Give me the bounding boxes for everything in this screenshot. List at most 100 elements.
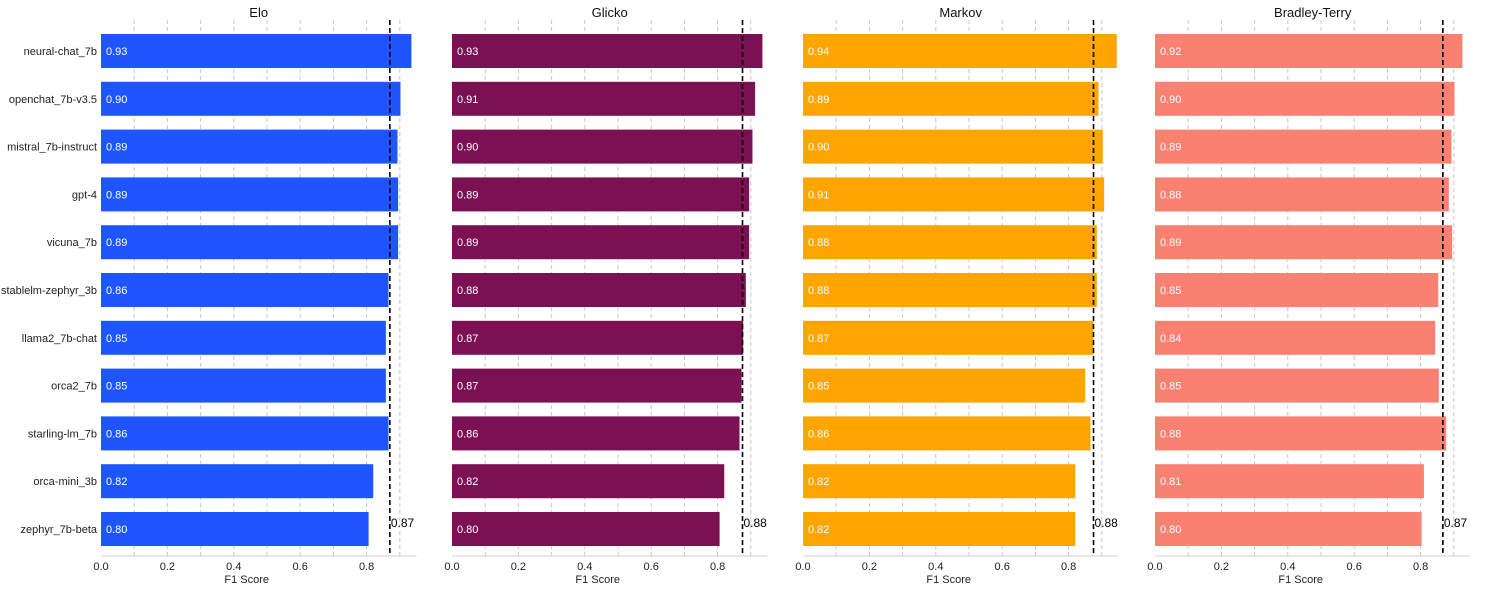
x-tick-label: 0.0 <box>444 561 459 573</box>
bar-value-label: 0.80 <box>1160 524 1181 536</box>
bar-value-label: 0.80 <box>457 524 478 536</box>
x-tick-label: 0.2 <box>511 561 526 573</box>
x-tick-label: 0.4 <box>226 561 241 573</box>
category-label: neural-chat_7b <box>24 46 97 58</box>
bar <box>101 512 369 546</box>
panel-bradley-terry: Bradley-Terry 0.92 0.90 0.89 0.88 0.89 0.85 0.8… <box>1147 5 1471 586</box>
bar-value-label: 0.82 <box>808 524 829 536</box>
bar <box>1155 273 1439 307</box>
bar <box>101 129 398 164</box>
bar-value-label: 0.85 <box>106 381 127 393</box>
x-axis-label: F1 Score <box>575 574 620 586</box>
bar <box>803 81 1099 116</box>
bar-value-label: 0.82 <box>106 476 127 488</box>
bar <box>803 368 1086 403</box>
bar <box>1155 320 1436 355</box>
bar-value-label: 0.94 <box>808 46 829 58</box>
bar <box>101 177 399 212</box>
bar <box>452 416 740 451</box>
bar <box>101 416 389 451</box>
bar-value-label: 0.88 <box>1160 189 1181 201</box>
x-tick-label: 0.6 <box>995 561 1010 573</box>
bar <box>803 512 1076 546</box>
bar <box>1155 225 1453 260</box>
bar <box>1155 177 1449 212</box>
bar-value-label: 0.89 <box>106 142 127 154</box>
category-label: vicuna_7b <box>47 237 97 249</box>
panel-title: Glicko <box>592 5 628 20</box>
bar <box>803 464 1076 499</box>
bar-value-label: 0.82 <box>808 476 829 488</box>
category-label: mistral_7b-instruct <box>7 142 97 154</box>
x-tick-label: 0.2 <box>862 561 877 573</box>
bar-value-label: 0.81 <box>1160 476 1181 488</box>
bar <box>452 34 763 68</box>
bar-value-label: 0.85 <box>808 381 829 393</box>
bar-value-label: 0.89 <box>1160 142 1181 154</box>
bar-value-label: 0.89 <box>808 94 829 106</box>
bar <box>803 320 1094 355</box>
x-tick-label: 0.8 <box>710 561 725 573</box>
bar-value-label: 0.86 <box>106 428 127 440</box>
bar-value-label: 0.85 <box>1160 285 1181 297</box>
x-tick-label: 0.4 <box>577 561 592 573</box>
bar <box>1155 129 1452 164</box>
category-label: stablelm-zephyr_3b <box>1 285 97 297</box>
bar <box>803 416 1091 451</box>
x-tick-label: 0.8 <box>1061 561 1076 573</box>
panel-elo: Elo 0.93 0.90 0.89 0.89 0.89 0.86 0.85 0.85 0.86 0… <box>1 5 417 586</box>
mean-label: 0.87 <box>1444 516 1468 530</box>
bar <box>101 368 386 403</box>
bar <box>101 320 386 355</box>
bar-value-label: 0.85 <box>1160 381 1181 393</box>
bar-value-label: 0.85 <box>106 333 127 345</box>
x-tick-label: 0.6 <box>293 561 308 573</box>
bar <box>101 34 412 68</box>
bar <box>803 129 1103 164</box>
x-tick-label: 0.8 <box>1413 561 1428 573</box>
bar <box>452 464 725 499</box>
bar-value-label: 0.93 <box>106 46 127 58</box>
bar <box>803 34 1117 68</box>
panel-title: Elo <box>249 5 268 20</box>
bar <box>452 273 746 307</box>
x-tick-label: 0.2 <box>160 561 175 573</box>
bar <box>803 177 1105 212</box>
bar-value-label: 0.90 <box>457 142 478 154</box>
bar <box>803 273 1097 307</box>
x-tick-label: 0.0 <box>93 561 108 573</box>
bar-value-label: 0.91 <box>808 189 829 201</box>
bar <box>1155 34 1463 68</box>
mean-label: 0.87 <box>391 516 415 530</box>
x-tick-label: 0.4 <box>928 561 943 573</box>
category-label: openchat_7b-v3.5 <box>9 94 97 106</box>
x-tick-label: 0.6 <box>644 561 659 573</box>
bar-value-label: 0.89 <box>106 237 127 249</box>
mean-label: 0.88 <box>744 516 768 530</box>
x-axis-label: F1 Score <box>1278 574 1323 586</box>
bar-value-label: 0.90 <box>808 142 829 154</box>
x-tick-label: 0.4 <box>1280 561 1295 573</box>
bar-value-label: 0.88 <box>1160 428 1181 440</box>
bar-value-label: 0.86 <box>106 285 127 297</box>
bar-value-label: 0.88 <box>808 285 829 297</box>
bar-value-label: 0.88 <box>457 285 478 297</box>
category-label: zephyr_7b-beta <box>21 524 98 536</box>
mean-label: 0.88 <box>1095 516 1119 530</box>
bar-value-label: 0.90 <box>1160 94 1181 106</box>
bar-value-label: 0.93 <box>457 46 478 58</box>
bar <box>452 81 756 116</box>
x-tick-label: 0.0 <box>1147 561 1162 573</box>
category-label: orca2_7b <box>51 381 97 393</box>
bar-value-label: 0.87 <box>457 381 478 393</box>
bar <box>1155 81 1455 116</box>
x-tick-label: 0.0 <box>795 561 810 573</box>
x-axis-label: F1 Score <box>224 574 269 586</box>
bar <box>101 81 401 116</box>
panel-glicko: Glicko 0.93 0.91 0.90 0.89 0.89 0.88 0.87 0.87 0.… <box>444 5 768 586</box>
bar <box>803 225 1097 260</box>
panel-title: Bradley-Terry <box>1274 5 1352 20</box>
bar-value-label: 0.84 <box>1160 333 1181 345</box>
bar-value-label: 0.87 <box>457 333 478 345</box>
